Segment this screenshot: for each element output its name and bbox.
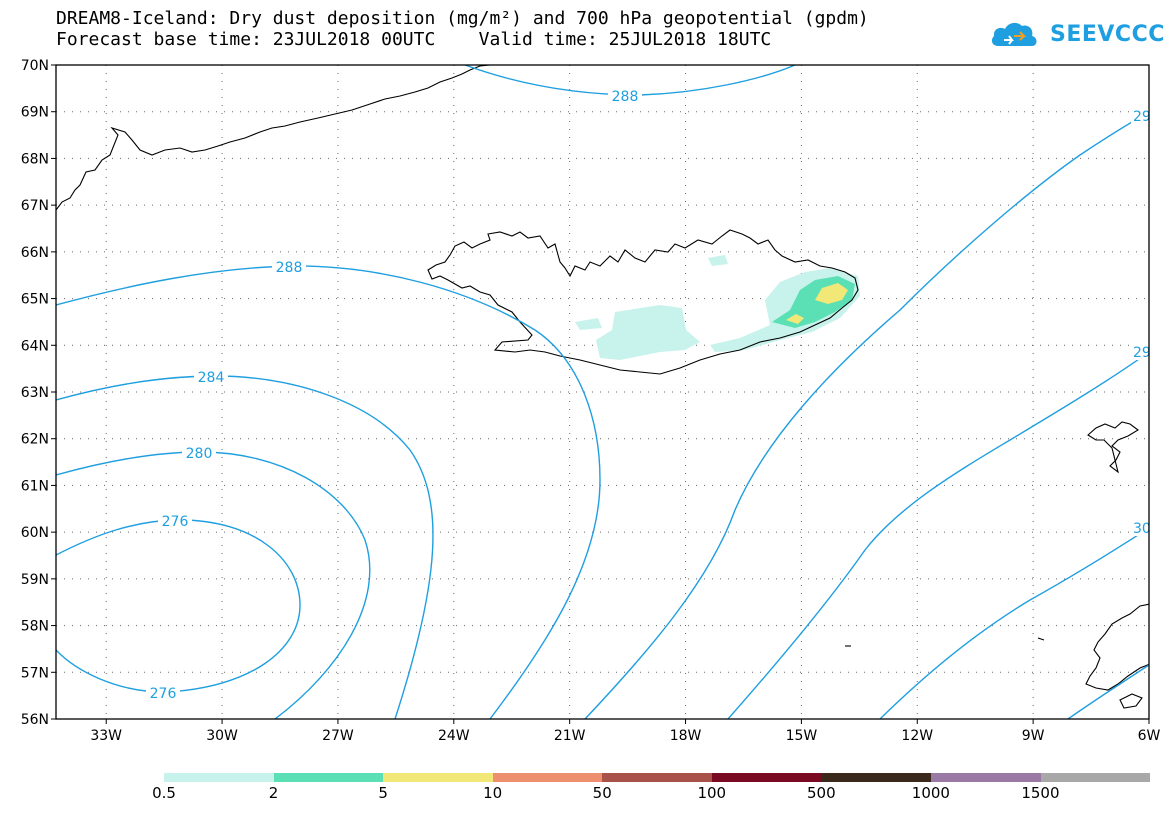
contour-label: 276 (150, 686, 177, 702)
lat-tick-label: 66N (21, 245, 49, 261)
lat-tick-label: 63N (21, 385, 49, 401)
coastline-scotland (1085, 603, 1149, 691)
dust-deposition-field (575, 255, 860, 360)
lat-tick-label: 65N (21, 292, 49, 308)
lat-tick-label: 70N (21, 58, 49, 74)
lon-tick-label: 18W (670, 728, 702, 744)
contour-284 (56, 375, 434, 719)
lon-tick-label: 24W (438, 728, 470, 744)
coastline-small-isle (1037, 637, 1045, 641)
map-axes: 33W 30W 27W 24W 21W 18W 15W 12W 9W 6W 70N 69N 68N 67N… (21, 58, 1161, 744)
lat-tick-label: 56N (21, 712, 49, 728)
dust-area-medium (815, 283, 848, 304)
cloud-logo-icon (991, 22, 1037, 46)
contour-label: 284 (198, 370, 225, 386)
lat-tick-label: 68N (21, 151, 49, 167)
coastline-faroe-islands (1087, 421, 1139, 474)
coastline-greenland (56, 65, 491, 211)
dust-area-lowest (596, 305, 700, 360)
legend-swatch (1040, 773, 1151, 782)
legend-label: 1500 (1021, 784, 1060, 802)
lon-tick-label: 9W (1022, 728, 1045, 744)
legend-swatch (492, 773, 603, 782)
lat-tick-label: 60N (21, 525, 49, 541)
lat-tick-label: 57N (21, 665, 49, 681)
lon-tick-label: 6W (1138, 728, 1161, 744)
map-subtitle: Forecast base time: 23JUL2018 00UTC Vali… (56, 29, 772, 50)
contour-label: 29 (1133, 109, 1151, 125)
contour-288 (56, 265, 601, 719)
contour-east-4 (1067, 664, 1149, 719)
legend-swatch (383, 773, 493, 782)
contour-label: 288 (276, 260, 303, 276)
map-grid (56, 65, 1149, 719)
lon-tick-label: 30W (206, 728, 238, 744)
coastlines (56, 65, 1149, 709)
contour-east-3 (879, 527, 1149, 719)
lat-tick-label: 61N (21, 478, 49, 494)
contour-276 (56, 519, 301, 693)
lon-tick-label: 21W (554, 728, 586, 744)
color-legend (164, 773, 1151, 782)
legend-label: 0.5 (152, 784, 176, 802)
legend-label: 500 (807, 784, 836, 802)
dust-area-medium (786, 314, 804, 324)
legend-label: 1000 (911, 784, 950, 802)
lat-tick-label: 59N (21, 572, 49, 588)
legend-swatch (930, 773, 1041, 782)
map-frame (55, 64, 1150, 720)
coastline-hebrides (1119, 693, 1143, 709)
lat-tick-label: 67N (21, 198, 49, 214)
contour-label: 288 (612, 89, 639, 105)
map-title: DREAM8-Iceland: Dry dust deposition (mg/… (56, 8, 869, 29)
contour-label: 29 (1133, 345, 1151, 361)
legend-swatch (164, 773, 274, 782)
contour-labels: 288 288 284 280 276 276 29 29 30 (146, 86, 1151, 702)
legend-label: 50 (592, 784, 612, 802)
lon-tick-label: 27W (322, 728, 354, 744)
lon-tick-label: 15W (786, 728, 818, 744)
dust-area-lowest (575, 318, 602, 330)
dust-area-lowest (708, 255, 728, 266)
legend-label: 2 (268, 784, 279, 802)
lat-tick-label: 58N (21, 619, 49, 635)
legend-swatch (273, 773, 384, 782)
geopotential-contours (56, 65, 1149, 719)
legend-swatch (711, 773, 822, 782)
lat-tick-label: 69N (21, 105, 49, 121)
lat-tick-label: 64N (21, 338, 49, 354)
legend-swatch (602, 773, 712, 782)
logo-text: SEEVCCC (1050, 22, 1165, 47)
lat-tick-label: 62N (21, 432, 49, 448)
contour-label: 30 (1133, 521, 1151, 537)
lon-tick-label: 12W (901, 728, 933, 744)
contour-east-2 (727, 351, 1149, 719)
coastline-iceland (427, 229, 859, 375)
contour-label: 276 (162, 514, 189, 530)
legend-label: 10 (483, 784, 503, 802)
legend-swatch (821, 773, 931, 782)
lon-tick-label: 33W (90, 728, 122, 744)
legend-label: 5 (378, 784, 388, 802)
contour-label: 280 (186, 446, 213, 462)
contour-east-1 (584, 111, 1149, 719)
legend-label: 100 (697, 784, 727, 802)
contour-280 (56, 451, 371, 719)
